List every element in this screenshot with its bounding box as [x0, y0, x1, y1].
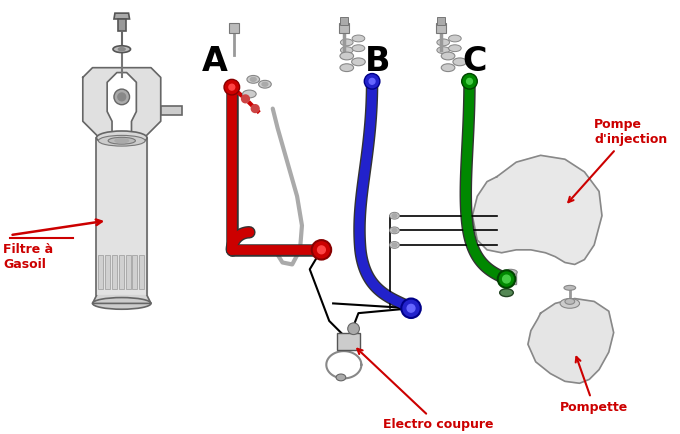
Circle shape — [347, 323, 360, 335]
Ellipse shape — [500, 289, 513, 296]
Ellipse shape — [504, 270, 517, 275]
Circle shape — [462, 73, 477, 89]
Ellipse shape — [108, 137, 135, 144]
Ellipse shape — [258, 80, 271, 88]
Ellipse shape — [115, 139, 129, 143]
Polygon shape — [114, 13, 130, 19]
Text: Pompette: Pompette — [560, 357, 628, 414]
Ellipse shape — [340, 52, 354, 60]
Circle shape — [118, 93, 126, 101]
Text: Filtre à
Gasoil: Filtre à Gasoil — [3, 243, 53, 271]
Bar — [339, 23, 349, 33]
Ellipse shape — [564, 286, 576, 290]
Text: B: B — [365, 45, 391, 78]
Ellipse shape — [390, 227, 399, 234]
Circle shape — [241, 95, 250, 103]
Circle shape — [229, 84, 235, 90]
Ellipse shape — [250, 77, 256, 81]
Ellipse shape — [97, 131, 147, 145]
Ellipse shape — [336, 374, 346, 381]
Ellipse shape — [243, 90, 256, 98]
Ellipse shape — [340, 64, 354, 72]
Polygon shape — [473, 155, 602, 264]
Text: Pompe
d'injection: Pompe d'injection — [568, 118, 667, 202]
Ellipse shape — [441, 52, 455, 60]
Circle shape — [466, 79, 473, 84]
Bar — [112, 255, 117, 289]
Bar — [105, 255, 110, 289]
Circle shape — [311, 240, 331, 260]
Circle shape — [114, 89, 130, 105]
Circle shape — [224, 79, 239, 95]
Ellipse shape — [441, 64, 455, 72]
Circle shape — [252, 105, 259, 112]
Circle shape — [407, 304, 415, 312]
Circle shape — [401, 299, 421, 318]
Ellipse shape — [449, 35, 461, 42]
Bar — [99, 255, 103, 289]
Ellipse shape — [247, 76, 260, 83]
Ellipse shape — [341, 39, 353, 46]
Ellipse shape — [113, 46, 131, 53]
Ellipse shape — [392, 243, 397, 247]
Bar — [437, 17, 445, 25]
Bar — [118, 19, 126, 31]
Ellipse shape — [118, 48, 125, 51]
Ellipse shape — [390, 242, 399, 248]
Circle shape — [369, 79, 375, 84]
Bar — [119, 255, 124, 289]
Bar — [505, 272, 516, 284]
Ellipse shape — [352, 45, 364, 52]
Circle shape — [318, 246, 325, 254]
Polygon shape — [92, 296, 151, 303]
Bar — [97, 138, 147, 303]
Ellipse shape — [449, 45, 461, 52]
Polygon shape — [528, 299, 613, 383]
Bar — [133, 255, 137, 289]
Bar — [229, 23, 239, 33]
Ellipse shape — [352, 35, 364, 42]
Bar — [340, 17, 347, 25]
Ellipse shape — [262, 82, 268, 86]
Text: A: A — [202, 45, 228, 78]
Ellipse shape — [352, 58, 365, 66]
Ellipse shape — [92, 298, 151, 309]
Ellipse shape — [437, 47, 449, 53]
Polygon shape — [83, 68, 160, 136]
Text: Electro coupure: Electro coupure — [357, 349, 493, 431]
Bar — [160, 105, 182, 115]
Ellipse shape — [453, 58, 466, 66]
Ellipse shape — [392, 228, 397, 232]
Ellipse shape — [392, 214, 397, 218]
Circle shape — [503, 275, 511, 283]
Bar — [126, 255, 131, 289]
Ellipse shape — [390, 212, 399, 219]
Bar — [337, 332, 360, 350]
Ellipse shape — [565, 299, 575, 304]
Ellipse shape — [341, 47, 353, 53]
Ellipse shape — [99, 135, 145, 146]
Text: C: C — [462, 45, 487, 78]
Bar — [437, 23, 446, 33]
Circle shape — [364, 73, 380, 89]
Ellipse shape — [437, 39, 449, 46]
Ellipse shape — [560, 299, 579, 308]
Bar — [139, 255, 144, 289]
Circle shape — [498, 270, 515, 288]
